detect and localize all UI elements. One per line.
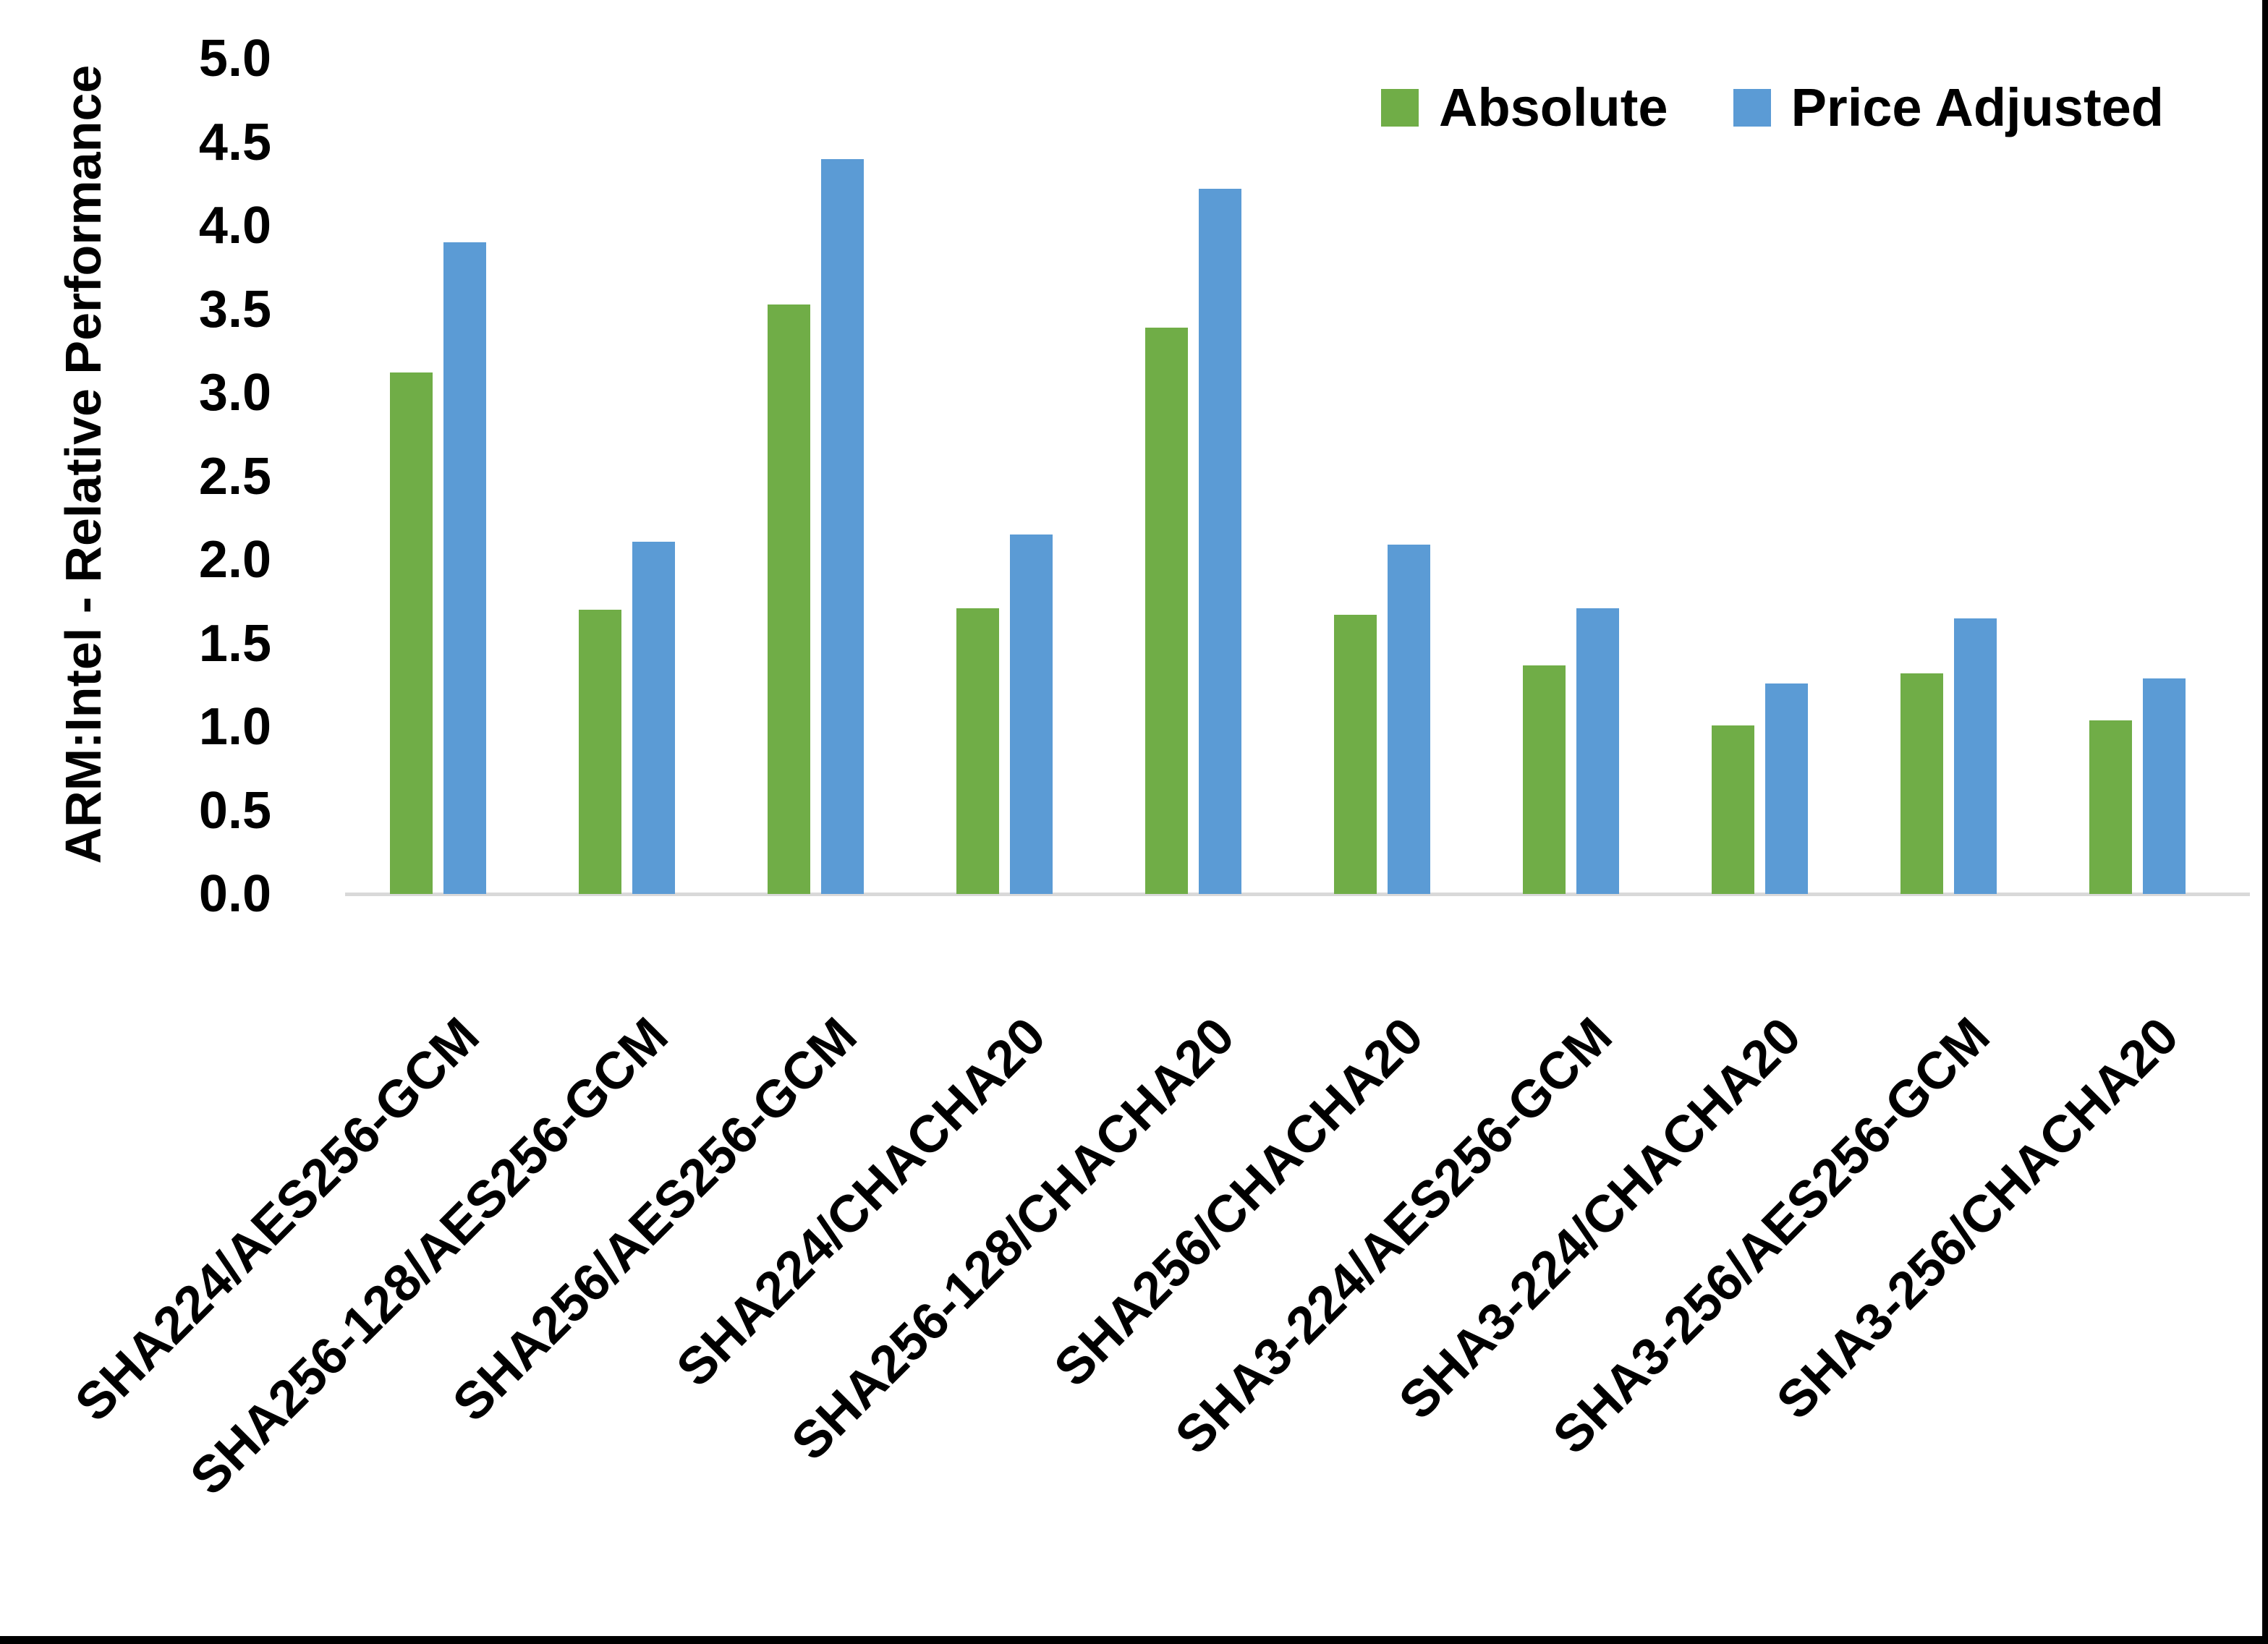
bar-price-adjusted (1388, 545, 1430, 894)
bar-price-adjusted (1010, 534, 1053, 894)
bar-price-adjusted (632, 542, 675, 894)
y-axis-tick-label: 3.5 (198, 280, 271, 338)
bar-absolute (2089, 720, 2132, 894)
legend-swatch-absolute (1381, 89, 1419, 127)
bar-price-adjusted (1199, 189, 1241, 894)
window-border-bottom (0, 1636, 2268, 1644)
y-axis-tick-label: 4.5 (198, 113, 271, 171)
y-axis-tick-label: 1.5 (198, 614, 271, 673)
legend-item-absolute: Absolute (1381, 81, 1668, 135)
x-axis-label: SHA3-256/CHACHA20 (1765, 1007, 2190, 1431)
legend-swatch-price-adjusted (1733, 89, 1771, 127)
y-axis-tick-label: 0.0 (198, 865, 271, 923)
bar-absolute (768, 304, 810, 894)
bar-absolute (390, 372, 433, 894)
bar-absolute (1712, 725, 1754, 894)
bar-absolute (579, 610, 621, 894)
window-border-right (2262, 0, 2268, 1644)
bar-absolute (1145, 328, 1188, 894)
y-axis-tick-label: 5.0 (198, 30, 271, 88)
y-axis-tick-label: 4.0 (198, 197, 271, 255)
x-axis-line (345, 893, 2250, 896)
bar-price-adjusted (2143, 678, 2186, 894)
legend-item-price-adjusted: Price Adjusted (1733, 81, 2164, 135)
bar-price-adjusted (1954, 618, 1997, 894)
y-axis-tick-label: 3.0 (198, 364, 271, 422)
bar-price-adjusted (443, 242, 486, 894)
y-axis-tick-label: 1.0 (198, 698, 271, 756)
legend: Absolute Price Adjusted (1381, 81, 2164, 135)
legend-label-absolute: Absolute (1439, 77, 1668, 137)
bar-absolute (1334, 615, 1377, 894)
bar-absolute (956, 608, 999, 894)
bar-price-adjusted (1765, 683, 1808, 894)
bar-absolute (1900, 673, 1943, 894)
y-axis-tick-label: 0.5 (198, 781, 271, 840)
bar-absolute (1523, 665, 1566, 894)
y-axis-tick-label: 2.5 (198, 447, 271, 506)
legend-label-price-adjusted: Price Adjusted (1791, 77, 2164, 137)
y-axis-tick-label: 2.0 (198, 531, 271, 589)
bar-price-adjusted (821, 159, 864, 894)
y-axis-title: ARM:Intel - Relative Performance (55, 64, 111, 864)
bar-price-adjusted (1576, 608, 1619, 894)
